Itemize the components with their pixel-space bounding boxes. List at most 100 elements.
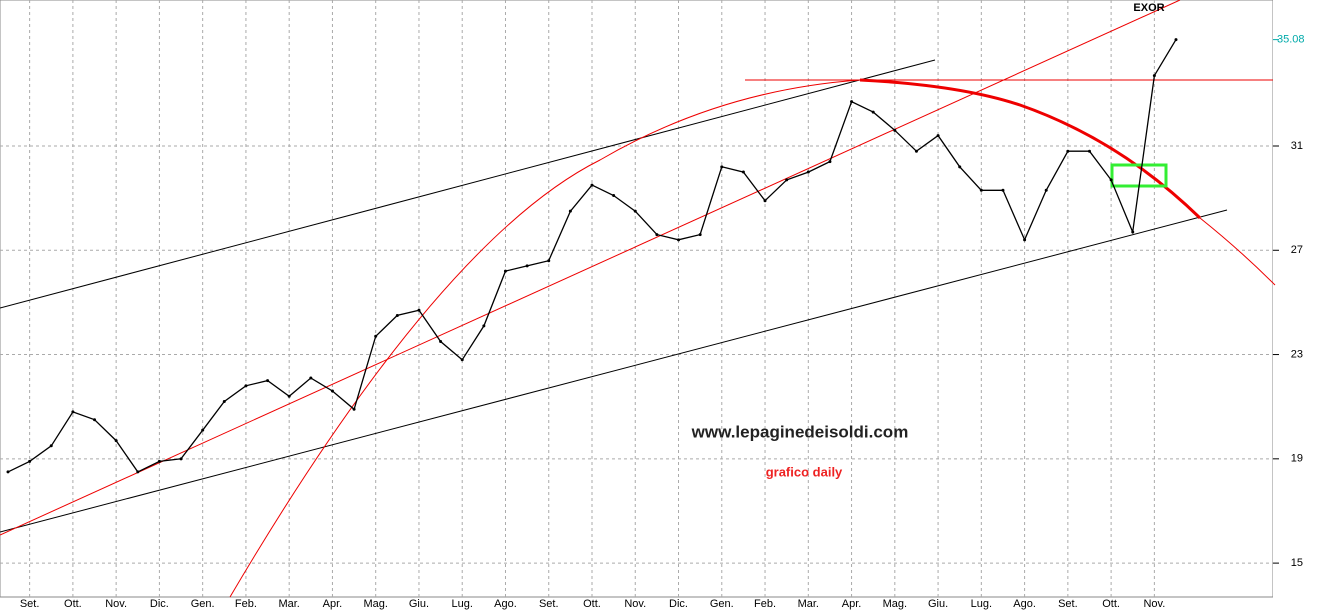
price-point	[763, 199, 767, 203]
price-point	[828, 160, 832, 164]
trend-lines	[0, 0, 1276, 598]
channel-upper	[0, 59, 936, 309]
price-point	[352, 407, 356, 411]
price-point	[850, 100, 854, 104]
price-point	[157, 459, 161, 463]
x-tick-label: Mar.	[278, 598, 299, 610]
subtitle-note: grafico daily	[766, 464, 843, 479]
price-point	[93, 418, 97, 422]
price-point	[287, 394, 291, 398]
price-point	[914, 149, 918, 153]
y-tick-label: 19	[1291, 453, 1303, 465]
y-tick-label: 23	[1291, 348, 1303, 360]
x-tick-label: Apr.	[842, 598, 862, 610]
x-tick-label: Nov.	[1143, 598, 1165, 610]
y-axis-panel	[1273, 0, 1319, 612]
x-tick-label: Nov.	[624, 598, 646, 610]
x-tick-label: Mar.	[798, 598, 819, 610]
price-point	[201, 428, 205, 432]
x-tick-label: Dic.	[150, 598, 169, 610]
red-arc-bold	[859, 78, 1202, 220]
x-tick-label: Ott.	[1102, 598, 1120, 610]
channel-lower	[0, 209, 1228, 533]
price-point	[1044, 188, 1048, 192]
price-point	[266, 379, 270, 383]
x-tick-label: Lug.	[452, 598, 473, 610]
x-tick-label: Gen.	[710, 598, 734, 610]
price-point	[568, 209, 572, 213]
price-point	[806, 170, 810, 174]
price-point	[936, 134, 940, 138]
x-tick-label: Mag.	[363, 598, 387, 610]
price-point	[439, 340, 443, 344]
price-point	[612, 194, 616, 198]
price-point	[1174, 38, 1178, 42]
price-point	[374, 334, 378, 338]
grid	[0, 0, 1273, 597]
price-point	[1066, 149, 1070, 153]
x-tick-label: Feb.	[235, 598, 257, 610]
price-point	[49, 444, 53, 448]
red-arc-tail	[1199, 217, 1276, 286]
x-tick-label: Apr.	[323, 598, 343, 610]
price-point	[1131, 230, 1135, 234]
x-tick-label: Ago.	[1013, 598, 1036, 610]
x-tick-label: Giu.	[928, 598, 948, 610]
price-point	[979, 188, 983, 192]
price-point	[1001, 188, 1005, 192]
price-point	[1152, 74, 1156, 78]
x-tick-label: Ott.	[64, 598, 82, 610]
price-point	[460, 358, 464, 362]
chart-title: EXOR	[1133, 2, 1164, 14]
price-point	[547, 259, 551, 263]
price-point	[1109, 178, 1113, 182]
price-point	[244, 384, 248, 388]
x-tick-label: Nov.	[105, 598, 127, 610]
plot-area	[0, 0, 1274, 598]
red-support	[0, 0, 1181, 536]
last-price-label: 35.08	[1277, 34, 1305, 46]
price-point	[785, 178, 789, 182]
x-tick-label: Mag.	[883, 598, 907, 610]
price-point	[1023, 238, 1027, 242]
price-point	[871, 110, 875, 114]
price-point	[222, 399, 226, 403]
price-point	[6, 470, 10, 474]
price-point	[525, 264, 529, 268]
x-tick-label: Set.	[1058, 598, 1078, 610]
marks	[6, 38, 1178, 474]
x-tick-label: Gen.	[191, 598, 215, 610]
price-point	[395, 313, 399, 317]
x-tick-label: Ott.	[583, 598, 601, 610]
y-tick-label: 15	[1291, 557, 1303, 569]
price-point	[482, 324, 486, 328]
price-point	[720, 165, 724, 169]
red-arc	[229, 79, 861, 598]
watermark: www.lepaginedeisoldi.com	[691, 422, 909, 441]
x-tick-label: Lug.	[971, 598, 992, 610]
price-point	[136, 470, 140, 474]
price-point	[590, 183, 594, 187]
x-tick-label: Giu.	[409, 598, 429, 610]
y-tick-label: 31	[1291, 140, 1303, 152]
price-point	[958, 165, 962, 169]
price-point	[655, 233, 659, 237]
price-point	[330, 389, 334, 393]
price-point	[309, 376, 313, 380]
price-point	[741, 170, 745, 174]
x-tick-label: Dic.	[669, 598, 688, 610]
price-point	[71, 410, 75, 414]
price-point	[417, 308, 421, 312]
x-tick-label: Ago.	[494, 598, 517, 610]
x-tick-label: Set.	[20, 598, 40, 610]
price-point	[179, 457, 183, 461]
price-point	[1087, 149, 1091, 153]
price-point	[893, 128, 897, 132]
x-tick-label: Feb.	[754, 598, 776, 610]
price-point	[698, 233, 702, 237]
price-point	[633, 209, 637, 213]
price-point	[677, 238, 681, 242]
price-point	[28, 459, 32, 463]
price-point	[503, 269, 507, 273]
